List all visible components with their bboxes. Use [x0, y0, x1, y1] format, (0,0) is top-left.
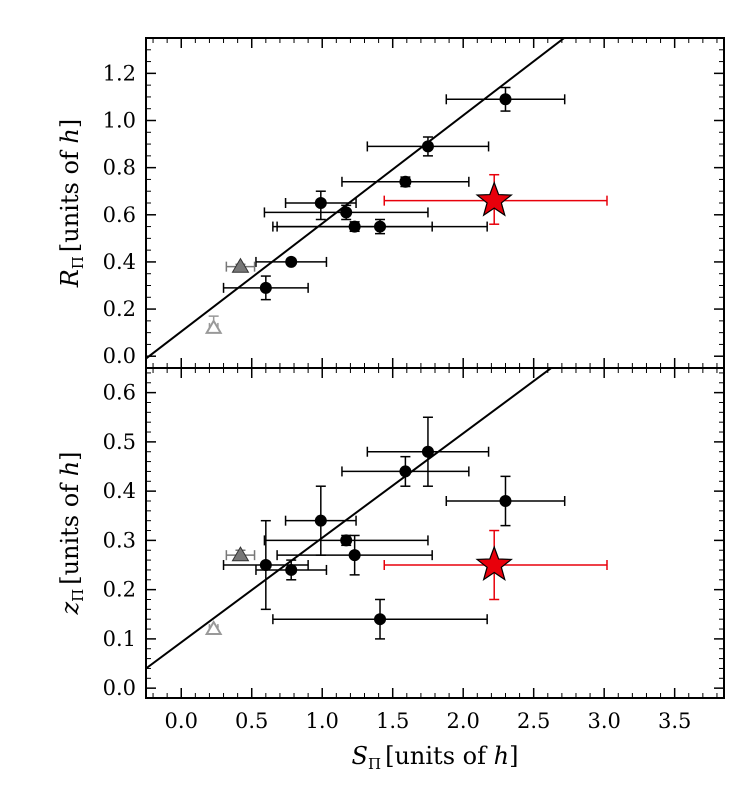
- circle-marker: [374, 613, 387, 626]
- top-point-circle: [341, 175, 470, 188]
- top-y-axis-label: RΠ[units of h]: [56, 119, 87, 289]
- bottom-point-triangle: [225, 546, 256, 562]
- circle-marker: [499, 494, 512, 507]
- x-tick-labels: 0.0 0.5 1.0 1.5 2.0 2.5 3.0 3.5: [165, 709, 692, 733]
- circle-marker: [314, 197, 327, 209]
- top-axis-ticks: [146, 37, 724, 368]
- bottom-y-tick-label: 0.0: [103, 676, 136, 700]
- triangle-marker: [231, 546, 250, 562]
- bottom-y-tick-label: 0.1: [103, 627, 136, 651]
- bottom-y-tick-label: 0.6: [103, 381, 136, 405]
- x-tick-label: 0.0: [165, 709, 198, 733]
- bottom-point-circle: [255, 559, 328, 581]
- top-data-marks: [204, 86, 608, 334]
- top-y-tick-label: 0.0: [103, 344, 136, 368]
- bottom-point-star: [383, 529, 608, 601]
- circle-marker: [499, 93, 512, 106]
- top-y-tick-labels: 0.0 0.2 0.4 0.6 0.8 1.0 1.2: [103, 61, 136, 368]
- bottom-y-tick-label: 0.2: [103, 578, 136, 602]
- bottom-point-circle: [222, 519, 309, 611]
- star-marker: [475, 180, 513, 217]
- top-point-circle: [255, 255, 328, 268]
- open-triangle-marker: [204, 620, 223, 635]
- top-y-tick-label: 0.6: [103, 203, 136, 227]
- top-point-triangle-open: [204, 315, 223, 334]
- x-tick-label: 2.5: [517, 709, 550, 733]
- bottom-y-tick-label: 0.5: [103, 430, 136, 454]
- circle-marker: [399, 175, 412, 188]
- top-point-circle: [222, 275, 309, 301]
- x-tick-label: 1.0: [306, 709, 339, 733]
- circle-marker: [340, 206, 353, 219]
- top-point-circle: [366, 136, 490, 157]
- top-y-tick-label: 1.2: [103, 61, 136, 85]
- bottom-fit-line: [146, 368, 553, 670]
- bottom-y-tick-label: 0.3: [103, 528, 136, 552]
- bottom-panel: 0.0 0.1 0.2 0.3 0.4 0.5 0.6 0.0 0.5 1.0 1.5 2.0 2.5…: [56, 367, 725, 773]
- bottom-point-circle: [445, 475, 566, 527]
- x-tick-label: 1.5: [376, 709, 409, 733]
- open-triangle-marker: [204, 318, 223, 334]
- x-tick-label: 3.5: [658, 709, 691, 733]
- triangle-marker: [231, 257, 250, 273]
- top-y-tick-label: 0.8: [103, 156, 136, 180]
- top-fit-line-group: [146, 38, 566, 360]
- circle-marker: [421, 445, 434, 458]
- circle-marker: [285, 563, 298, 576]
- x-tick-label: 2.0: [446, 709, 479, 733]
- bottom-data-marks: [204, 416, 608, 640]
- top-point-star: [383, 173, 608, 225]
- circle-marker: [285, 255, 298, 268]
- top-point-circle: [445, 86, 566, 112]
- circle-marker: [259, 559, 272, 572]
- bottom-y-tick-labels: 0.0 0.1 0.2 0.3 0.4 0.5 0.6: [103, 381, 136, 701]
- x-tick-label: 0.5: [235, 709, 268, 733]
- top-panel: 0.0 0.2 0.4 0.6 0.8 1.0 1.2 RΠ[units of h]: [56, 37, 725, 369]
- circle-marker: [259, 281, 272, 294]
- bottom-y-tick-label: 0.4: [103, 479, 136, 503]
- top-point-circle: [284, 190, 357, 221]
- circle-marker: [348, 549, 361, 562]
- bottom-point-circle: [263, 534, 429, 547]
- top-y-tick-label: 0.4: [103, 250, 136, 274]
- circle-marker: [399, 465, 412, 478]
- bottom-point-circle: [366, 416, 490, 487]
- bottom-fit-line-group: [146, 368, 553, 670]
- bottom-point-circle: [341, 455, 470, 487]
- top-point-triangle: [225, 257, 256, 273]
- top-panel-frame: [145, 37, 725, 369]
- top-y-tick-label: 0.2: [103, 297, 136, 321]
- top-fit-line: [146, 38, 566, 360]
- top-point-circle: [263, 204, 429, 221]
- bottom-panel-frame: [145, 367, 725, 699]
- bottom-y-axis-label: zΠ[units of h]: [56, 451, 87, 615]
- bottom-point-circle: [276, 534, 433, 576]
- top-point-circle: [272, 218, 488, 235]
- x-axis-label: SΠ [units of h]: [352, 742, 519, 773]
- circle-marker: [374, 220, 387, 233]
- circle-marker: [421, 140, 434, 153]
- bottom-point-triangle-open: [204, 620, 223, 635]
- circle-marker: [314, 514, 327, 527]
- bottom-axis-ticks: [146, 368, 724, 698]
- circle-marker: [340, 534, 353, 547]
- star-marker: [475, 545, 513, 581]
- bottom-point-circle: [272, 598, 488, 640]
- x-tick-label: 3.0: [587, 709, 620, 733]
- top-y-tick-label: 1.0: [103, 109, 136, 133]
